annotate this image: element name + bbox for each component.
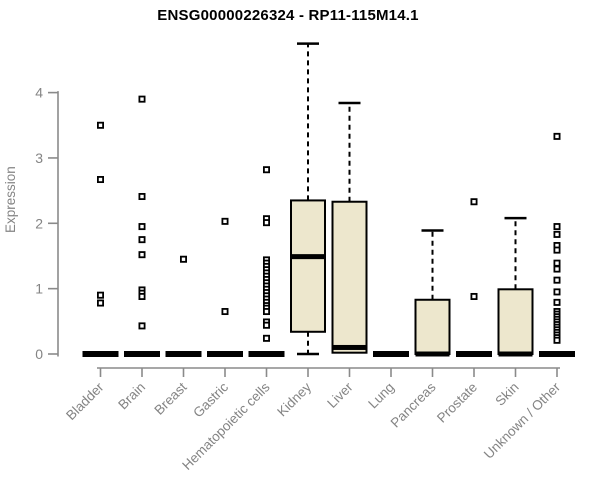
y-tick-label: 3 (35, 150, 43, 166)
x-tick-label: Lung (365, 380, 397, 412)
outlier-point (262, 334, 270, 342)
x-tick-label: Gastric (190, 379, 231, 420)
x-tick-label: Skin (492, 380, 521, 409)
collapsed-box (124, 351, 160, 357)
collapsed-box (373, 351, 409, 357)
x-tick-label: Liver (324, 379, 356, 411)
x-tick-label: Brain (115, 380, 148, 413)
collapsed-box (165, 351, 202, 357)
box (497, 288, 534, 355)
outlier-point (262, 166, 270, 174)
outlier-point (179, 255, 187, 263)
outlier-point (138, 223, 146, 231)
outlier-point (553, 259, 561, 267)
box (290, 199, 326, 333)
outlier-point (553, 230, 561, 238)
x-tick-label: Unknown / Other (481, 379, 564, 462)
outlier-point (262, 321, 270, 329)
outlier-point (470, 198, 478, 206)
collapsed-box (456, 351, 492, 357)
x-tick-label: Pancreas (388, 379, 439, 430)
collapsed-box (207, 351, 243, 357)
outlier-point (97, 299, 105, 307)
outlier-point (138, 322, 146, 330)
outlier-point (138, 251, 146, 259)
outlier-point (553, 336, 561, 344)
x-tick-label: Bladder (63, 379, 107, 423)
outlier-point (262, 219, 270, 227)
box (331, 200, 368, 354)
x-tick-label: Prostate (434, 380, 480, 426)
y-tick-label: 1 (35, 281, 43, 297)
outlier-point (553, 246, 561, 254)
outlier-point (470, 292, 478, 300)
y-tick-label: 4 (35, 85, 43, 101)
x-tick-label: Kidney (274, 379, 314, 419)
outlier-point (97, 121, 105, 129)
outlier-point (553, 276, 561, 284)
median-line (332, 344, 367, 350)
outlier-point (553, 288, 561, 296)
collapsed-box (248, 351, 285, 357)
median-line (415, 351, 450, 357)
outlier-point (553, 265, 561, 273)
chart-title: ENSG00000226324 - RP11-115M14.1 (157, 7, 419, 24)
median-line (291, 254, 325, 260)
median-line (498, 351, 533, 357)
outlier-point (138, 193, 146, 201)
outlier-point (138, 95, 146, 103)
y-tick-label: 2 (35, 215, 43, 231)
x-tick-label: Breast (151, 379, 189, 417)
outlier-point (97, 176, 105, 184)
collapsed-box (539, 351, 575, 357)
outlier-point (553, 223, 561, 231)
outlier-point (221, 308, 229, 316)
outlier-point (221, 217, 229, 225)
outlier-point (97, 291, 105, 299)
outlier-point (138, 292, 146, 300)
outlier-point (553, 298, 561, 306)
outlier-point (553, 132, 561, 140)
outlier-point (262, 308, 270, 316)
y-tick-label: 0 (35, 346, 43, 362)
collapsed-box (82, 351, 119, 357)
box (414, 298, 451, 355)
outlier-point (138, 236, 146, 244)
